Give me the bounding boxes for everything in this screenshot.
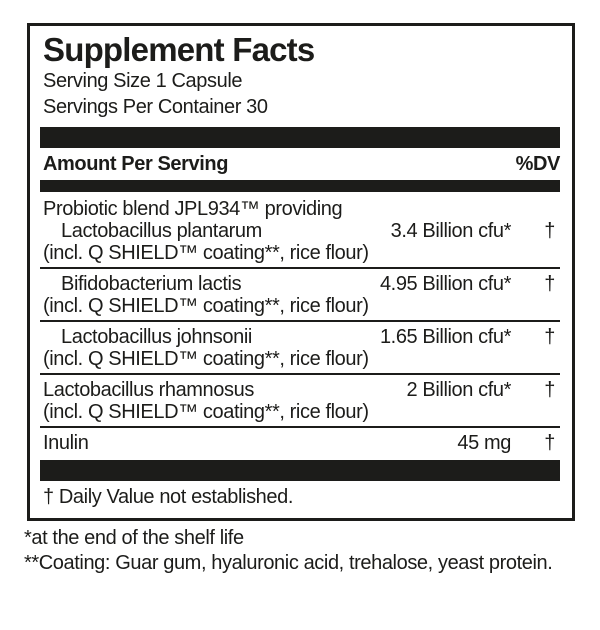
medium-divider-bar (40, 180, 560, 192)
ingredient-amount: 45 mg (457, 432, 511, 454)
incl-note-plantarum: (incl. Q SHIELD™ coating**, rice flour) (43, 242, 369, 264)
ingredient-name: Lactobacillus rhamnosus (43, 379, 254, 401)
servings-per-container: Servings Per Container 30 (43, 96, 268, 118)
daily-value-symbol: † (544, 220, 555, 242)
daily-value-symbol: † (544, 326, 555, 348)
amount-per-serving-label: Amount Per Serving (43, 153, 229, 175)
ingredient-name: Lactobacillus johnsonii (61, 326, 252, 348)
ingredient-row-rhamnosus: Lactobacillus rhamnosus 2 Billion cfu* † (43, 379, 560, 401)
incl-note-johnsonii: (incl. Q SHIELD™ coating**, rice flour) (43, 348, 369, 370)
footnote-coating: **Coating: Guar gum, hyaluronic acid, tr… (24, 552, 553, 574)
daily-value-symbol: † (544, 432, 555, 454)
footnote-shelf-life: *at the end of the shelf life (24, 527, 244, 549)
daily-value-symbol: † (544, 273, 555, 295)
separator-rule (40, 267, 560, 269)
thick-divider-bar-top (40, 127, 560, 148)
ingredient-row-inulin: Inulin 45 mg † (43, 432, 560, 454)
ingredient-amount: 4.95 Billion cfu* (379, 273, 511, 295)
ingredient-amount: 1.65 Billion cfu* (379, 326, 511, 348)
ingredient-amount: 3.4 Billion cfu* (390, 220, 512, 242)
ingredient-row-plantarum: Lactobacillus plantarum 3.4 Billion cfu*… (43, 220, 560, 242)
ingredient-row-lactis: Bifidobacterium lactis 4.95 Billion cfu*… (43, 273, 560, 295)
ingredient-name: Inulin (43, 432, 89, 454)
ingredient-amount: 2 Billion cfu* (406, 379, 512, 401)
separator-rule (40, 373, 560, 375)
daily-value-footnote: † Daily Value not established. (43, 486, 294, 508)
incl-note-lactis: (incl. Q SHIELD™ coating**, rice flour) (43, 295, 369, 317)
label-footnotes: *at the end of the shelf life **Coating:… (24, 526, 576, 576)
daily-value-symbol: † (544, 379, 555, 401)
ingredient-row-johnsonii: Lactobacillus johnsonii 1.65 Billion cfu… (43, 326, 560, 348)
ingredient-name: Bifidobacterium lactis (61, 273, 242, 295)
thick-divider-bar-bottom (40, 460, 560, 481)
column-header-row: Amount Per Serving %DV (43, 148, 560, 180)
incl-note-rhamnosus: (incl. Q SHIELD™ coating**, rice flour) (43, 401, 369, 423)
serving-size: Serving Size 1 Capsule (43, 70, 243, 92)
label-title: Supplement Facts (43, 31, 315, 68)
ingredient-name: Lactobacillus plantarum (61, 220, 262, 242)
separator-rule (40, 426, 560, 428)
supplement-facts-panel: Supplement Facts Serving Size 1 Capsule … (27, 23, 575, 521)
dv-column-label: %DV (515, 153, 561, 175)
separator-rule (40, 320, 560, 322)
blend-heading: Probiotic blend JPL934™ providing (43, 198, 343, 220)
